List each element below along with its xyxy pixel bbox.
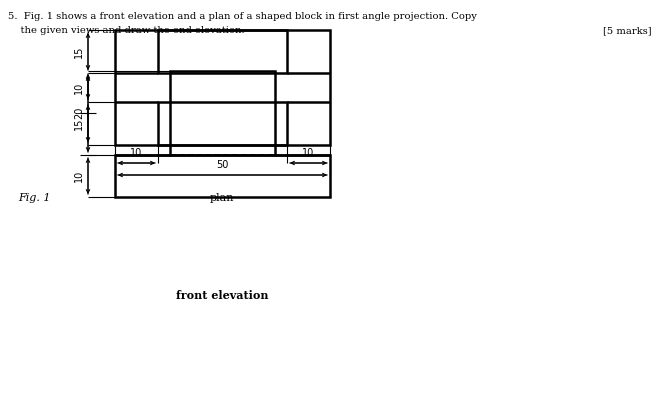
Text: plan: plan: [210, 193, 234, 203]
Text: 20: 20: [74, 107, 84, 119]
Text: 15: 15: [74, 45, 84, 58]
Text: 10: 10: [74, 170, 84, 182]
Text: 15: 15: [74, 117, 84, 130]
Text: the given views and draw the end elevation.: the given views and draw the end elevati…: [8, 26, 245, 35]
Bar: [158, 30, 287, 73]
Text: 50: 50: [216, 160, 228, 170]
Text: [5 marks]: [5 marks]: [603, 26, 652, 35]
Text: 10: 10: [302, 148, 315, 158]
Text: Fig. 1: Fig. 1: [18, 193, 51, 203]
Text: 10: 10: [74, 81, 84, 94]
Text: front elevation: front elevation: [176, 290, 268, 301]
Bar: [170, 71, 275, 155]
Text: 10: 10: [131, 148, 143, 158]
Bar: [115, 30, 330, 145]
Bar: [115, 155, 330, 197]
Text: 5.  Fig. 1 shows a front elevation and a plan of a shaped block in first angle p: 5. Fig. 1 shows a front elevation and a …: [8, 12, 477, 21]
Bar: [158, 102, 287, 145]
